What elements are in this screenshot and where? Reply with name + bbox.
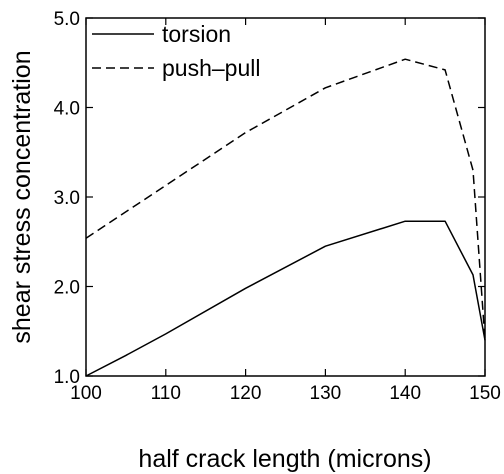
- y-tick-label: 4.0: [54, 99, 80, 120]
- series-line-torsion: [85, 220, 486, 377]
- x-tick-label: 110: [151, 383, 181, 404]
- y-tick-label: 3.0: [54, 188, 80, 209]
- series-line-push-pull: [85, 58, 486, 341]
- tick-labels: 100 110 120 130 140 150 1.0 2.0 3.0 4.0 5.0: [54, 9, 501, 404]
- legend-label: push–pull: [162, 55, 260, 81]
- y-tick-label: 1.0: [54, 367, 80, 388]
- x-axis-label: half crack length (microns): [138, 445, 431, 473]
- y-axis-label: shear stress concentration: [8, 50, 36, 343]
- x-tick-label: 150: [469, 383, 501, 404]
- x-tick-label: 120: [230, 383, 262, 404]
- plot-frame: [85, 17, 486, 377]
- x-tick-label: 130: [310, 383, 342, 404]
- y-tick-label: 2.0: [54, 278, 80, 299]
- x-tick-label: 140: [389, 383, 421, 404]
- x-tick-label: 100: [70, 383, 102, 404]
- ticks: [85, 17, 486, 377]
- legend-label: torsion: [162, 21, 231, 47]
- y-tick-label: 5.0: [54, 9, 80, 30]
- legend: torsion push–pull: [92, 21, 260, 81]
- series-lines: [85, 58, 486, 377]
